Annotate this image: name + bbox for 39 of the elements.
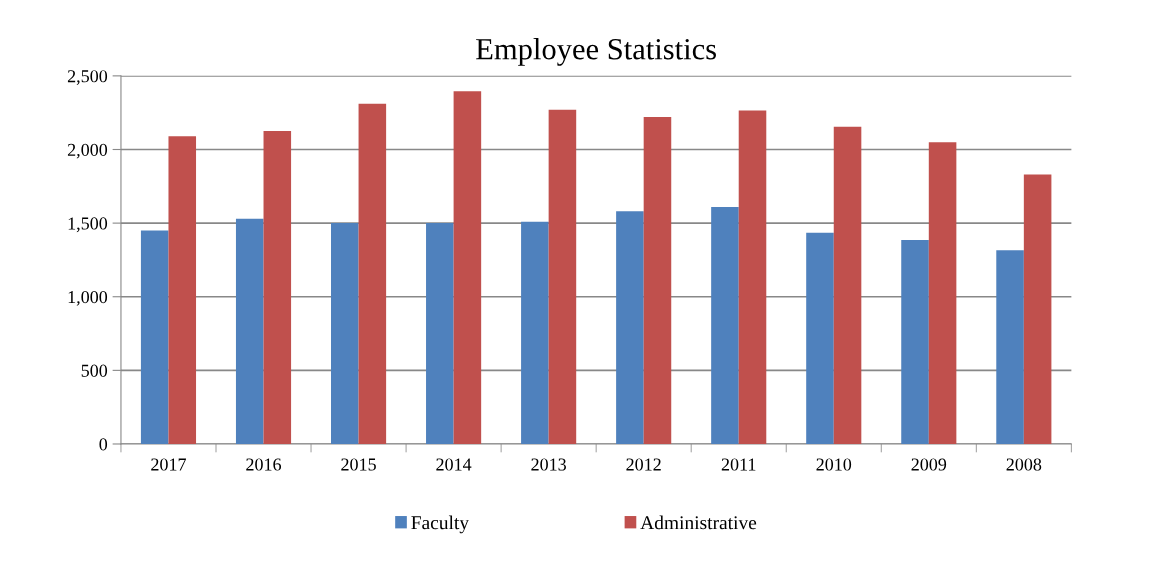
bar — [426, 223, 454, 444]
x-tick-label: 2012 — [626, 458, 661, 471]
bar — [358, 103, 387, 444]
x-tick-label: 2009 — [911, 458, 947, 471]
bar — [643, 117, 672, 444]
x-tick-label: 2011 — [721, 458, 756, 471]
bar — [616, 211, 644, 444]
bar — [235, 218, 264, 444]
y-tick-label: 2,000 — [67, 143, 108, 159]
bar — [806, 232, 834, 444]
bar — [263, 131, 292, 444]
y-tick-label: 0 — [99, 438, 108, 451]
bar — [1023, 174, 1052, 444]
y-tick-label: 500 — [81, 364, 108, 377]
bar — [548, 109, 577, 444]
x-tick-label: 2015 — [341, 458, 376, 471]
y-tick-label: 2,500 — [67, 70, 108, 85]
bar — [168, 136, 197, 444]
bar — [140, 230, 169, 444]
bar — [521, 221, 549, 444]
y-tick-label: 1,000 — [68, 290, 108, 306]
bar — [928, 142, 957, 444]
bar — [738, 110, 767, 444]
legend-label: Faculty — [411, 515, 469, 534]
x-tick-label: 2010 — [816, 458, 852, 471]
bar — [901, 240, 929, 444]
chart-title: Employee Statistics — [476, 38, 716, 66]
x-tick-label: 2014 — [436, 458, 472, 471]
bar — [996, 250, 1024, 444]
x-tick-label: 2016 — [246, 458, 282, 471]
bar — [453, 91, 482, 444]
legend-label: Administrative — [640, 515, 757, 530]
x-tick-label: 2017 — [151, 458, 187, 471]
bar — [711, 206, 739, 444]
x-tick-label: 2013 — [531, 458, 566, 471]
y-tick-label: 1,500 — [68, 217, 108, 233]
bar — [833, 126, 862, 444]
bar — [331, 223, 359, 444]
x-tick-label: 2008 — [1006, 458, 1042, 471]
